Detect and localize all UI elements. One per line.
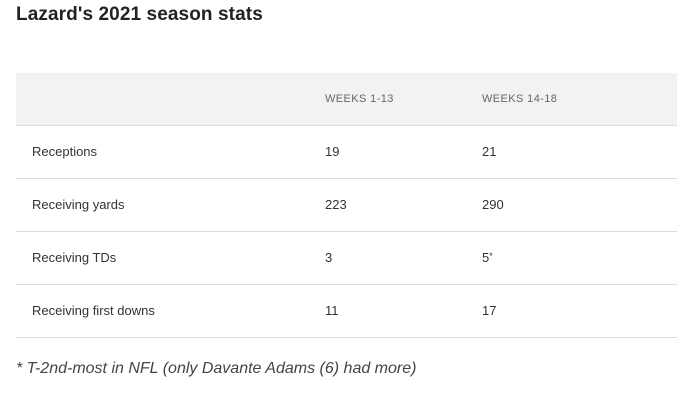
table-header-row: WEEKS 1-13 WEEKS 14-18 <box>16 73 677 125</box>
stat-label: Receiving first downs <box>32 303 155 318</box>
weeks-14-18-value: 5 <box>482 250 490 265</box>
stat-label: Receiving yards <box>32 197 125 212</box>
weeks-1-13-value: 223 <box>325 197 347 212</box>
table-row: Receptions 19 21 <box>16 125 677 178</box>
footnote-marker: * <box>489 251 493 261</box>
weeks-1-13-value: 11 <box>325 303 339 318</box>
stat-label: Receptions <box>32 144 98 159</box>
footnote: * T-2nd-most in NFL (only Davante Adams … <box>16 360 417 377</box>
weeks-14-18-value: 21 <box>482 144 497 159</box>
stats-table: WEEKS 1-13 WEEKS 14-18 Receptions 19 21 … <box>16 73 677 338</box>
page-title: Lazard's 2021 season stats <box>16 4 263 25</box>
weeks-1-13-value: 19 <box>325 144 340 159</box>
table-row: Receiving first downs 11 17 <box>16 284 677 337</box>
weeks-14-18-value: 290 <box>482 197 504 212</box>
column-header-stat <box>16 73 325 125</box>
stat-label: Receiving TDs <box>32 250 117 265</box>
table-row: Receiving yards 223 290 <box>16 178 677 231</box>
weeks-14-18-cell: 5* <box>482 231 677 284</box>
weeks-1-13-value: 3 <box>325 250 333 265</box>
column-header-weeks-1-13: WEEKS 1-13 <box>325 92 394 105</box>
column-header-weeks-14-18: WEEKS 14-18 <box>482 92 558 105</box>
weeks-14-18-value: 17 <box>482 303 497 318</box>
table-row: Receiving TDs 3 5* <box>16 231 677 284</box>
